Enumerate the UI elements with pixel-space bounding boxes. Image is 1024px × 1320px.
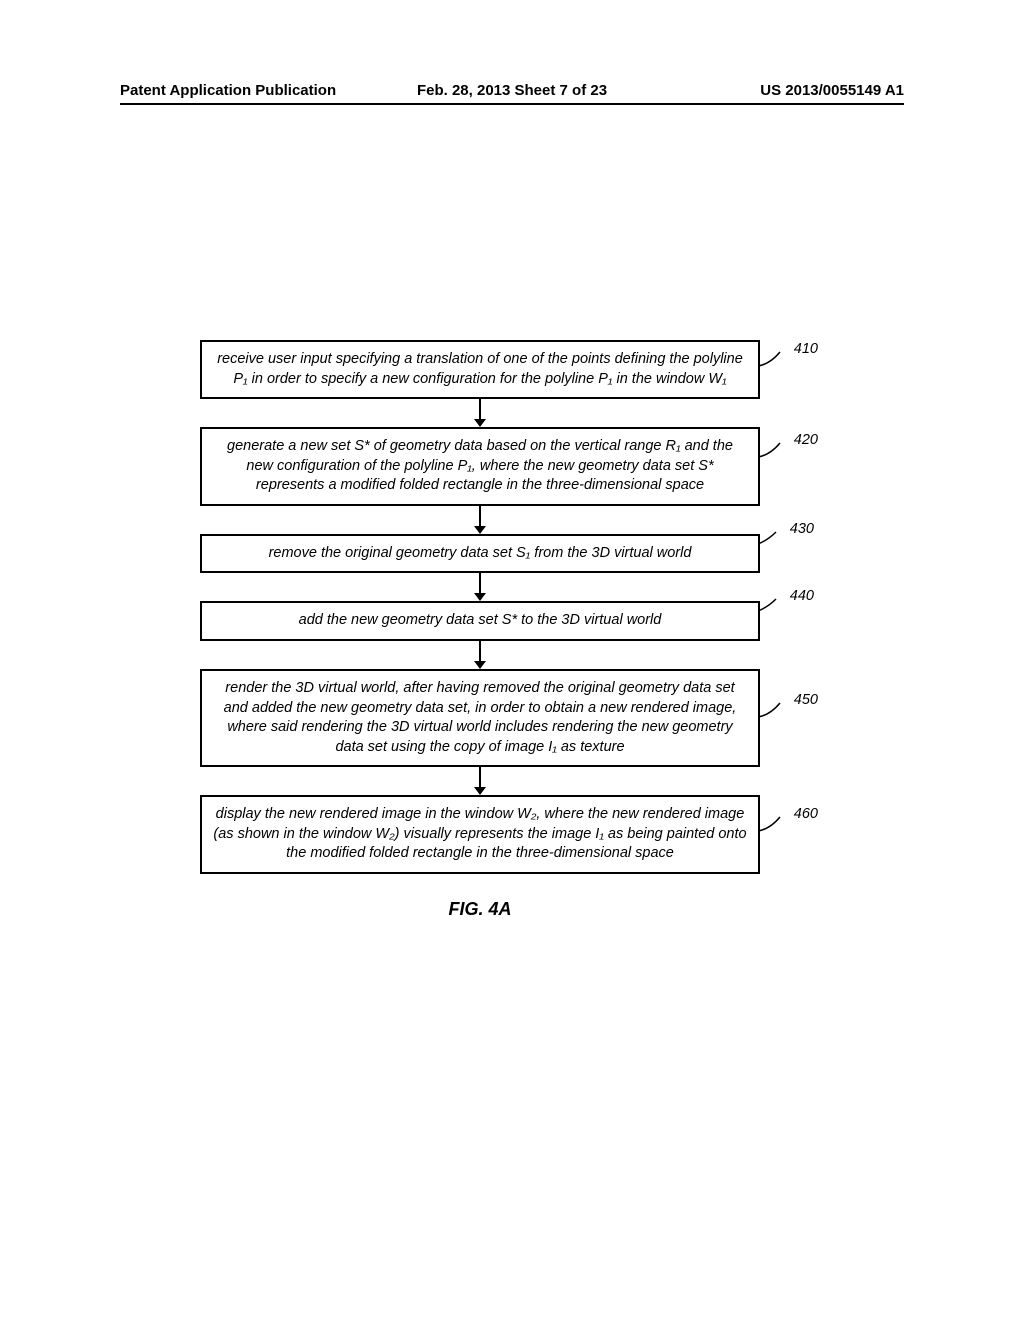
ref-label-460: 460 <box>794 805 818 825</box>
flow-step-text: display the new rendered image in the wi… <box>213 806 746 861</box>
flow-step-460: display the new rendered image in the wi… <box>200 795 760 874</box>
ref-connector <box>758 441 784 459</box>
ref-connector <box>758 597 780 613</box>
ref-connector <box>758 530 780 546</box>
flow-step-410: receive user input specifying a translat… <box>200 340 760 399</box>
flow-step-text: receive user input specifying a translat… <box>217 351 743 387</box>
flow-arrow <box>200 767 760 795</box>
ref-connector <box>758 701 784 719</box>
flow-step-420: generate a new set S* of geometry data b… <box>200 427 760 506</box>
ref-label-410: 410 <box>794 340 818 360</box>
ref-label-430: 430 <box>790 520 814 540</box>
figure-caption: FIG. 4A <box>448 899 511 920</box>
page-header: Patent Application Publication Feb. 28, … <box>120 82 904 105</box>
header-right: US 2013/0055149 A1 <box>760 82 904 99</box>
ref-label-420: 420 <box>794 431 818 451</box>
flow-step-text: add the new geometry data set S* to the … <box>299 612 662 628</box>
flow-arrow <box>200 399 760 427</box>
flow-arrow <box>200 641 760 669</box>
page: Patent Application Publication Feb. 28, … <box>0 0 1024 1320</box>
flowchart: receive user input specifying a translat… <box>200 340 760 874</box>
flow-step-430: remove the original geometry data set S₁… <box>200 534 760 574</box>
header-center: Feb. 28, 2013 Sheet 7 of 23 <box>417 82 607 99</box>
ref-label-450: 450 <box>794 691 818 711</box>
ref-connector <box>758 350 784 368</box>
flow-step-440: add the new geometry data set S* to the … <box>200 601 760 641</box>
flow-step-text: remove the original geometry data set S₁… <box>269 545 692 561</box>
ref-label-440: 440 <box>790 587 814 607</box>
flow-arrow <box>200 573 760 601</box>
flow-arrow <box>200 506 760 534</box>
header-left: Patent Application Publication <box>120 82 336 99</box>
ref-connector <box>758 815 784 833</box>
flow-step-450: render the 3D virtual world, after havin… <box>200 669 760 767</box>
flow-step-text: generate a new set S* of geometry data b… <box>227 438 733 493</box>
flow-step-text: render the 3D virtual world, after havin… <box>224 680 737 755</box>
